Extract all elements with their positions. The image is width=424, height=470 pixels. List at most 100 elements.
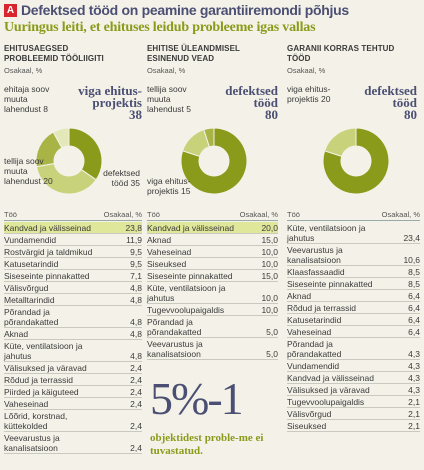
- row-name: Siseseinte pinnakatted: [147, 270, 233, 281]
- donut-slice-viga-ehitusprojektis: [35, 162, 97, 195]
- table-row: Piirded ja käiguteed 2,4: [4, 386, 142, 398]
- row-value: 23,8: [125, 222, 142, 233]
- table-row: Vundamendid 4,3: [287, 360, 420, 372]
- donut-label-client: tellija soov muuta lahendust 5: [147, 84, 191, 114]
- row-name: Vaheseinad: [4, 398, 49, 409]
- row-name: Metalltarindid: [4, 294, 55, 305]
- row-name: Kandvad ja välisseinad: [4, 222, 91, 233]
- table-row: Tugevvoolupaigaldis 2,1: [287, 396, 420, 408]
- row-name: Küte, ventilatsioon ja jahutus: [287, 222, 366, 243]
- row-value: 15,0: [261, 234, 278, 245]
- table-row: Siseuksed 10,0: [147, 258, 278, 270]
- row-name: Tugevvoolupaigaldis: [147, 304, 225, 315]
- table-row: Katusetarindid 6,4: [287, 314, 420, 326]
- donut-chart-1: [35, 127, 103, 195]
- row-name: Lõõrid, korstnad, küttekolded: [4, 410, 68, 431]
- table-row: Küte, ventilatsioon ja jahutus 23,4: [287, 222, 420, 244]
- row-value: 4,8: [130, 294, 142, 305]
- donut-label-title: defektsed tööd: [225, 83, 278, 110]
- table-row: Vaheseinad 2,4: [4, 398, 142, 410]
- row-name: Aknad: [287, 290, 312, 301]
- row-value: 6,4: [408, 326, 420, 337]
- row-name: Rostvärgid ja taldmikud: [4, 246, 93, 257]
- row-name: Klaasfassaadid: [287, 266, 345, 277]
- donut-label-value: 80: [265, 107, 278, 122]
- row-value: 2,4: [130, 374, 142, 385]
- donut-label-value: 80: [404, 107, 417, 122]
- highlight-text: objektidest proble-me ei tuvastatud.: [150, 432, 264, 457]
- table-row: Küte, ventilatsioon ja jahutus 4,8: [4, 340, 142, 362]
- row-value: 10,0: [261, 258, 278, 269]
- table-row: Veevarustus ja kanalisatsioon 10,6: [287, 244, 420, 266]
- row-name: Küte, ventilatsioon ja jahutus: [4, 340, 83, 361]
- row-name: Küte, ventilatsioon ja jahutus: [147, 282, 226, 303]
- donut-slice-viga-ehitusprojektis: [323, 127, 357, 157]
- col-header-name: Töö: [147, 210, 160, 219]
- row-value: 2,4: [130, 420, 142, 431]
- col-header-value: Osakaal, %: [381, 210, 420, 219]
- row-value: 2,1: [408, 420, 420, 431]
- row-name: Tugevvoolupaigaldis: [287, 396, 365, 407]
- table-2: Töö Osakaal, % Kandvad ja välisseinad 20,…: [147, 210, 278, 360]
- donut-label-value: 38: [129, 107, 142, 122]
- column-warranty-works: GARANII KORRAS TEHTUD TÖÖD Osakaal, % vi…: [287, 44, 420, 470]
- row-name: Välisuksed ja väravad: [4, 362, 87, 373]
- table-row: Põrandad ja põrandakatted 4,3: [287, 338, 420, 360]
- table-rows: Kandvad ja välisseinad 23,8 Vundamendid 11,…: [4, 222, 142, 454]
- row-value: 8,5: [408, 278, 420, 289]
- row-name: Rõdud ja terrassid: [4, 374, 73, 385]
- donut-chart-3: [322, 127, 390, 195]
- row-value: 4,8: [130, 316, 142, 327]
- section-badge: A: [4, 4, 17, 17]
- row-value: 2,1: [408, 396, 420, 407]
- table-row: Katusetarindid 9,5: [4, 258, 142, 270]
- row-value: 6,4: [408, 290, 420, 301]
- table-row: Välisuksed ja väravad 4,3: [287, 384, 420, 396]
- table-row: Põrandad ja põrandakatted 5,0: [147, 316, 278, 338]
- row-value: 4,3: [408, 384, 420, 395]
- donut-slice-ehitaja-soov-muuta-lahendust: [52, 127, 70, 149]
- table-row: Veevarustus ja kanalisatsioon 2,4: [4, 432, 142, 454]
- column-unit: Osakaal, %: [287, 66, 326, 75]
- row-value: 10,6: [403, 254, 420, 265]
- row-name: Aknad: [4, 328, 29, 339]
- row-value: 2,1: [408, 408, 420, 419]
- row-value: 5,0: [266, 348, 278, 359]
- donut-slice-defektsed-tööd: [322, 127, 390, 195]
- table-row: Rostvärgid ja taldmikud 9,5: [4, 246, 142, 258]
- table-row: Veevarustus ja kanalisatsioon 5,0: [147, 338, 278, 360]
- donut-label-defects: defektsed tööd 80: [341, 84, 417, 122]
- donut-label-project-error: viga ehitus-projektis 38: [60, 84, 142, 122]
- row-name: Piirded ja käiguteed: [4, 386, 79, 397]
- donut-label-project-error: viga ehitus-projektis 15: [147, 176, 191, 196]
- row-value: 7,1: [130, 270, 142, 281]
- row-value: 4,3: [408, 348, 420, 359]
- row-value: 2,4: [130, 442, 142, 453]
- table-row: Välisvõrgud 4,8: [4, 282, 142, 294]
- table-row: Rõdud ja terrassid 6,4: [287, 302, 420, 314]
- col-header-name: Töö: [287, 210, 300, 219]
- column-title: GARANII KORRAS TEHTUD TÖÖD: [287, 44, 395, 63]
- column-unit: Osakaal, %: [147, 66, 186, 75]
- row-name: Rõdud ja terrassid: [287, 302, 356, 313]
- table-row: Kandvad ja välisseinad 4,3: [287, 372, 420, 384]
- donut-label-defects: defektsed tööd 80: [207, 83, 278, 122]
- row-name: Vaheseinad: [287, 326, 332, 337]
- row-value: 10,0: [261, 304, 278, 315]
- table-row: Kandvad ja välisseinad 23,8: [4, 222, 142, 234]
- donut-slice-defektsed-tööd: [68, 127, 103, 181]
- row-value: 2,4: [130, 386, 142, 397]
- donut-label-builder: ehitaja soov muuta lahendust 8: [4, 84, 50, 114]
- column-handover-errors: EHITISE ÜLEANDMISEL ESINENUD VEAD Osakaa…: [147, 44, 278, 470]
- row-name: Siseuksed: [147, 258, 187, 269]
- table-row: Küte, ventilatsioon ja jahutus 10,0: [147, 282, 278, 304]
- table-row: Kandvad ja välisseinad 20,0: [147, 222, 278, 234]
- row-value: 6,4: [408, 314, 420, 325]
- row-value: 15,0: [261, 270, 278, 281]
- table-header: Töö Osakaal, %: [147, 210, 278, 221]
- table-row: Välisvõrgud 2,1: [287, 408, 420, 420]
- table-row: Siseseinte pinnakatted 8,5: [287, 278, 420, 290]
- row-name: Aknad: [147, 234, 172, 245]
- table-row: Põrandad ja põrandakatted 4,8: [4, 306, 142, 328]
- donut-label-defects: defektsed tööd 35: [103, 168, 140, 188]
